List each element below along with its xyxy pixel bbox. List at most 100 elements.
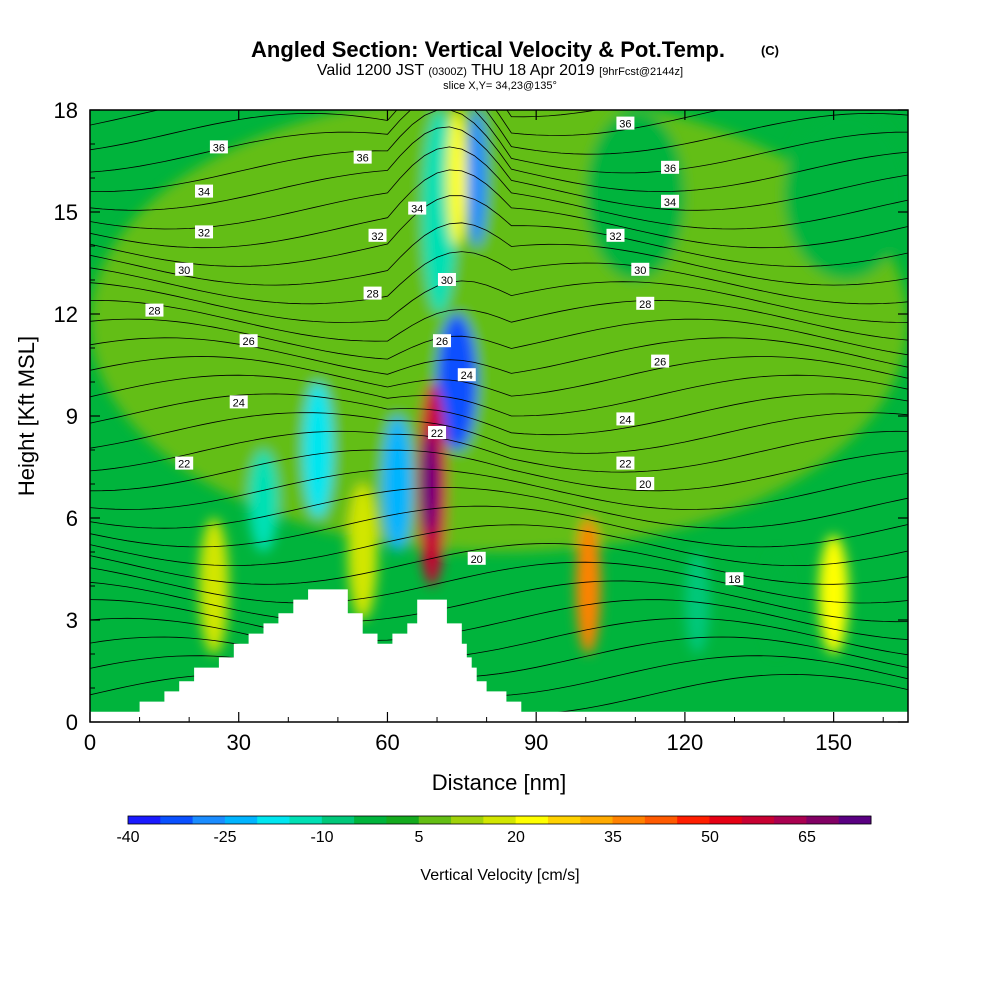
contour-label-text: 22	[431, 428, 443, 440]
theta-contour-label: 30	[631, 262, 650, 277]
colorbar-segment	[451, 816, 484, 824]
theta-isoline	[90, 580, 908, 623]
vv-cell	[684, 552, 710, 654]
theta-contour-label: 32	[606, 228, 625, 243]
theta-isoline	[90, 126, 908, 211]
theta-isoline	[90, 318, 908, 360]
theta-contour-label: 28	[145, 303, 164, 318]
theta-isoline	[90, 449, 908, 492]
contour-label-text: 36	[619, 119, 631, 131]
chart-title: Angled Section: Vertical Velocity & Pot.…	[251, 37, 725, 62]
theta-isoline	[90, 561, 908, 604]
theta-isoline	[90, 393, 908, 436]
theta-isoline	[90, 599, 908, 641]
contour-label-bg	[616, 116, 635, 130]
contour-label-bg	[175, 456, 194, 470]
contour-label-bg	[636, 296, 655, 310]
contour-label-bg	[725, 572, 744, 586]
theta-isoline	[90, 468, 908, 510]
colorbar-segment	[483, 816, 517, 824]
theta-isoline	[90, 337, 908, 375]
theta-contour-labels: 18 20 20 22 22 22 24 24 24 26 26 26 28 28 28 30 30 30 32 32…	[145, 116, 744, 586]
contour-label-bg	[363, 286, 382, 300]
vv-cell	[784, 110, 908, 280]
colorbar-title: Vertical Velocity [cm/s]	[420, 867, 579, 884]
theta-isoline	[90, 486, 908, 529]
vv-cell	[382, 416, 413, 552]
theta-contour-label: 20	[467, 551, 486, 566]
colorbar-segment	[289, 816, 323, 824]
vv-cell	[248, 450, 279, 552]
theta-isoline	[90, 110, 721, 136]
colorbar-segment	[774, 816, 807, 824]
theta-contour-label: 36	[616, 116, 635, 131]
theta-isoline	[90, 505, 908, 548]
contour-label-text: 24	[461, 370, 473, 382]
x-tick-label: 0	[84, 730, 96, 755]
contour-label-text: 26	[436, 336, 448, 348]
contour-label-text: 20	[471, 554, 483, 566]
contour-label-text: 20	[639, 479, 651, 491]
colorbar-tick-label: 50	[701, 829, 719, 846]
colorbar-tick-label: -10	[310, 829, 333, 846]
theta-isoline	[90, 280, 908, 323]
theta-isoline	[90, 169, 908, 249]
colorbar-tick-labels: -40 -25 -10 5 20 35 50 65	[116, 829, 816, 846]
y-tick-label: 12	[54, 302, 78, 327]
contour-label-bg	[209, 140, 228, 154]
subtitle-date: THU 18 Apr 2019	[471, 62, 595, 79]
contour-label-bg	[606, 228, 625, 242]
y-tick-label: 0	[66, 710, 78, 735]
plot-area: 18 20 20 22 22 22 24 24 24 26 26 26 28 28 28 30 30 30 32 32…	[90, 110, 908, 722]
contour-label-bg	[229, 395, 248, 409]
contour-label-bg	[616, 456, 635, 470]
x-tick-label: 30	[226, 730, 250, 755]
colorbar-frame	[127, 815, 872, 825]
contour-label-text: 22	[178, 459, 190, 471]
x-axis: 0 30 60 90 120 150	[84, 110, 884, 755]
contour-label-bg	[195, 225, 214, 239]
contour-label-bg	[408, 201, 427, 215]
theta-contour-label: 24	[457, 368, 476, 382]
contour-label-text: 30	[178, 265, 190, 277]
theta-contour-label: 34	[408, 201, 427, 216]
contour-label-bg	[353, 150, 372, 164]
contour-label-bg	[368, 228, 387, 242]
vv-cell	[422, 433, 438, 535]
subtitle-valid: Valid 1200 JST	[317, 62, 425, 79]
slice-label: slice X,Y= 34,23@135°	[443, 80, 557, 92]
colorbar-segment	[677, 816, 710, 824]
theta-isoline	[90, 524, 908, 567]
contour-label-bg	[661, 194, 680, 208]
theta-contour-label: 28	[363, 286, 382, 301]
colorbar-segment	[547, 816, 581, 824]
theta-contour-label: 20	[636, 477, 655, 491]
colorbar-segment	[741, 816, 775, 824]
colorbar-tick-label: 20	[507, 829, 525, 846]
terrain-mask	[90, 589, 908, 722]
vv-cell	[446, 110, 467, 246]
contour-label-text: 36	[664, 163, 676, 175]
contour-label-text: 28	[639, 299, 651, 311]
contour-label-bg	[467, 551, 486, 565]
colorbar-segment	[224, 816, 258, 824]
x-tick-label: 60	[375, 730, 399, 755]
theta-isoline	[90, 110, 908, 155]
contour-label-text: 24	[619, 414, 631, 426]
colorbar-segment	[354, 816, 387, 824]
theta-isoline	[90, 430, 908, 473]
contour-label-text: 36	[357, 153, 369, 165]
subtitle-fcst: [9hrFcst@2144z]	[599, 66, 683, 78]
theta-contour-label: 30	[437, 273, 456, 287]
y-tick-label: 18	[54, 98, 78, 123]
theta-contour-label: 18	[725, 572, 744, 586]
contour-label-bg	[616, 412, 635, 426]
colorbar-segment	[386, 816, 420, 824]
y-tick-label: 9	[66, 404, 78, 429]
contour-label-text: 22	[619, 459, 631, 471]
contour-label-bg	[432, 334, 451, 348]
theta-isoline	[90, 617, 908, 660]
theta-isoline	[90, 195, 908, 267]
theta-contour-label: 32	[195, 225, 214, 239]
